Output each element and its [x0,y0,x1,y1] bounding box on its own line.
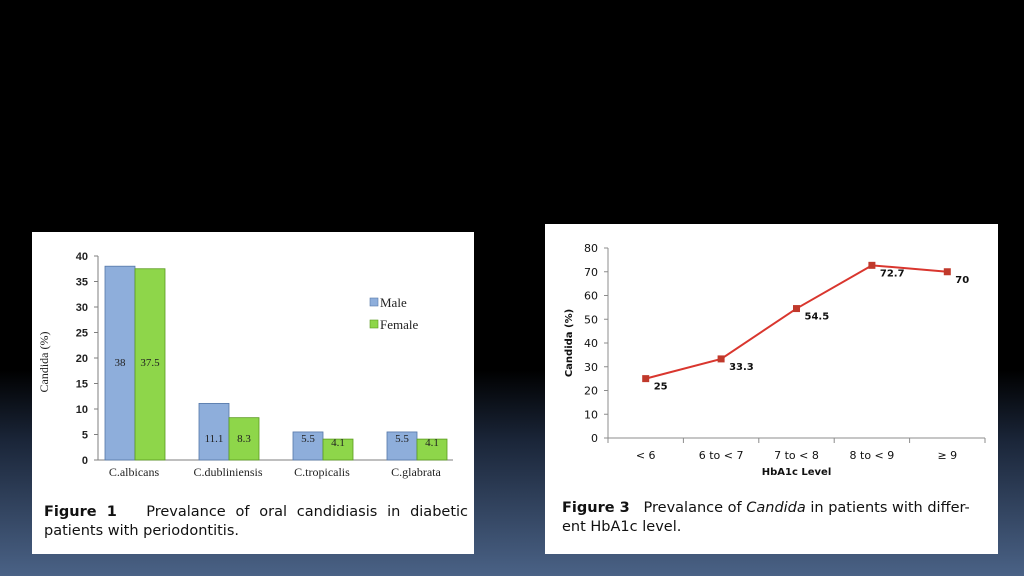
y-axis-label: Candida (%) [37,332,51,393]
y-tick-label: 25 [76,328,88,340]
line-chart: 0 10 20 30 40 50 60 70 80 < 6 6 to < 7 7 to < 8 8 to… [564,242,986,478]
y-tick-label: 35 [76,277,88,289]
figure-1-caption: Figure 1 Prevalance of oral candidiasis … [44,503,468,541]
data-point-marker [793,305,800,313]
y-tick-label: 0 [591,432,598,445]
figure-3-caption: Figure 3 Prevalance of Candida in patien… [562,499,992,537]
x-axis-label: HbA1c Level [762,467,832,478]
bar [228,417,260,461]
y-tick-label: 15 [76,379,88,391]
y-tick-label: 50 [584,313,598,326]
bar-data-label: 5.5 [301,433,315,445]
figure-3-text-italic: Candida [746,500,806,516]
y-tick-label: 40 [584,337,598,350]
bar-data-label: 4.1 [425,437,439,449]
bar-chart-panel: 0 5 10 15 20 25 30 35 40 Candida (%) 38 37.5 C.albic… [32,232,474,554]
legend-swatch [369,319,379,329]
x-tick-label: 8 to < 9 [850,449,895,462]
figure-3-text-after: in patients with differ-ent HbA1c level. [562,500,970,535]
x-tick-label: 6 to < 7 [699,449,744,462]
data-point-marker [868,261,876,269]
data-point-marker [943,268,951,276]
data-point-label: 54.5 [805,312,830,323]
data-point-label: 25 [654,382,668,393]
x-tick-label: C.glabrata [391,465,441,479]
data-point-label: 72.7 [880,268,905,279]
y-tick-label: 10 [76,404,88,416]
x-tick-label: C.dubliniensis [193,465,262,479]
figure-3-label: Figure 3 [562,500,630,516]
x-tick-label: < 6 [636,449,656,462]
data-point-label: 33.3 [729,362,754,373]
line-chart-panel: 0 10 20 30 40 50 60 70 80 < 6 6 to < 7 7 to < 8 8 to… [545,224,998,554]
x-tick-label: C.tropicalis [294,465,350,479]
y-tick-label: 30 [76,302,88,314]
bar [386,431,418,461]
y-tick-label: 40 [76,251,88,263]
y-tick-label: 0 [82,455,88,467]
bar-data-label: 4.1 [331,437,345,449]
figure-1-label: Figure 1 [44,504,117,520]
legend-label: Male [380,295,407,310]
y-tick-label: 10 [584,408,598,421]
series-line [645,264,948,380]
y-tick-label: 20 [76,353,88,365]
bar-data-label: 37.5 [140,357,160,369]
bar-data-label: 8.3 [237,433,251,445]
bar-data-label: 11.1 [205,433,224,445]
data-point-label: 70 [955,275,969,286]
y-tick-label: 5 [82,430,88,442]
bar [416,438,448,461]
x-tick-label: ≥ 9 [937,449,957,462]
bar-data-label: 5.5 [395,433,409,445]
bar [198,402,230,461]
figure-1-text: Prevalance of oral candidiasis in diabet… [44,504,469,539]
y-tick-label: 60 [584,290,598,303]
y-tick-label: 80 [584,242,598,255]
bar-data-label: 38 [115,357,127,369]
bar-chart: 0 5 10 15 20 25 30 35 40 Candida (%) 38 37.5 C.albic… [37,251,453,479]
data-point-marker [642,375,650,383]
y-tick-label: 20 [584,385,598,398]
bar [292,431,324,461]
x-tick-label: 7 to < 8 [774,449,819,462]
figure-3-text-before: Prevalance of [643,500,742,516]
y-axis-label: Candida (%) [564,309,575,377]
bar [134,268,166,461]
bar [322,438,354,461]
bar [104,265,136,461]
y-tick-label: 30 [584,361,598,374]
legend-swatch [369,297,379,307]
legend-label: Female [380,317,418,332]
data-point-marker [717,355,725,363]
y-tick-label: 70 [584,266,598,279]
x-tick-label: C.albicans [109,465,160,479]
